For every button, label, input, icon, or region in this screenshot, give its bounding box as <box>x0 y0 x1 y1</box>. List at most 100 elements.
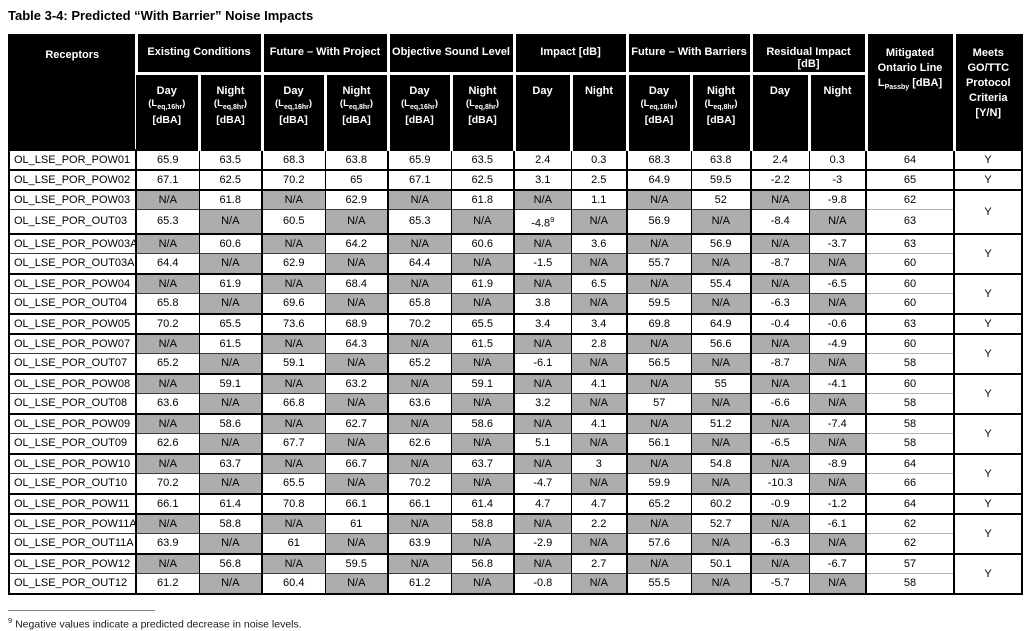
mitigated-line1: Mitigated <box>885 47 935 59</box>
night-label: Night <box>823 85 852 97</box>
col-subheader-night: Night <box>807 72 867 150</box>
value-cell: -6.3 <box>750 533 810 554</box>
value-cell: N/A <box>135 552 199 574</box>
night-label: Night <box>342 85 371 97</box>
value-cell: 3.4 <box>570 312 628 334</box>
value-cell: N/A <box>198 573 262 594</box>
header-row-subcolumns: Day (Leq,16hr) [dBA] Night (Leq,8hr) [dBA] Day… <box>9 72 1022 150</box>
col-subheader-day: Day (Leq,16hr) [dBA] <box>260 72 325 150</box>
value-cell: N/A <box>198 293 262 314</box>
night-label: Night <box>584 85 614 97</box>
value-cell: 68.3 <box>626 148 692 170</box>
mitigated-cell: 58 <box>865 573 955 594</box>
value-cell: N/A <box>626 372 692 394</box>
value-cell: 4.7 <box>513 492 572 514</box>
value-cell: N/A <box>513 452 572 474</box>
value-cell: N/A <box>513 552 572 574</box>
value-cell: -4.89 <box>513 208 572 234</box>
value-cell: N/A <box>626 332 692 354</box>
value-cell: -9.8 <box>808 188 867 210</box>
value-cell: 63.7 <box>450 452 515 474</box>
receptor-cell: OL_LSE_POR_OUT11A <box>8 533 136 554</box>
meets-cell: Y <box>953 168 1023 190</box>
value-cell: N/A <box>690 253 752 274</box>
value-cell: N/A <box>450 573 515 594</box>
meets-cell: Y <box>953 492 1023 514</box>
value-cell: -6.3 <box>750 293 810 314</box>
value-cell: 64.4 <box>387 253 451 274</box>
day-label: Day <box>283 85 304 97</box>
leq-prefix: (L <box>465 98 475 109</box>
value-cell: N/A <box>690 473 752 494</box>
meets-cell: Y <box>953 412 1023 454</box>
value-cell: 63.8 <box>690 148 752 170</box>
value-cell: N/A <box>690 573 752 594</box>
value-cell: N/A <box>570 353 628 374</box>
value-cell: 2.8 <box>570 332 628 354</box>
lpassby-prefix: L <box>877 77 885 89</box>
day-label: Day <box>532 85 553 97</box>
value-cell: 56.9 <box>690 232 752 254</box>
value-cell: N/A <box>450 253 515 274</box>
receptor-cell: OL_LSE_POR_POW01 <box>8 148 136 170</box>
dba-unit: [dBA] <box>342 113 371 126</box>
value-cell: N/A <box>387 512 451 534</box>
value-cell: N/A <box>626 552 692 574</box>
value-cell: 61.9 <box>450 272 515 294</box>
value-cell: N/A <box>750 452 810 474</box>
receptor-cell: OL_LSE_POR_OUT04 <box>8 293 136 314</box>
meets-cell: Y <box>953 372 1023 414</box>
value-cell: N/A <box>513 372 572 394</box>
meets-cell: Y <box>953 272 1023 314</box>
receptor-cell: OL_LSE_POR_POW05 <box>8 312 136 334</box>
value-cell: 63.6 <box>135 393 199 414</box>
value-cell: N/A <box>626 412 692 434</box>
value-cell: N/A <box>750 372 810 394</box>
value-cell: N/A <box>450 393 515 414</box>
mitigated-cell: 58 <box>865 433 955 454</box>
value-cell: N/A <box>570 573 628 594</box>
value-cell: N/A <box>198 533 262 554</box>
value-cell: N/A <box>750 412 810 434</box>
value-cell: N/A <box>387 452 451 474</box>
value-cell: 60.5 <box>261 208 325 234</box>
value-cell: N/A <box>808 533 867 554</box>
value-cell: 59.5 <box>690 168 752 190</box>
leq-prefix: (L <box>640 98 650 109</box>
table-row: OL_LSE_POR_POW05 70.2 65.5 73.6 68.9 70.2 65.5… <box>8 312 1023 334</box>
value-cell: 70.8 <box>261 492 325 514</box>
table-row: OL_LSE_POR_POW07 N/A 61.5 N/A 64.3 N/A 61.5 N/A… <box>8 332 1023 374</box>
value-cell: 64.3 <box>324 332 388 354</box>
value-cell: 63.2 <box>324 372 388 394</box>
value-cell: 66.7 <box>324 452 388 474</box>
value-cell: 66.1 <box>324 492 388 514</box>
mitigated-cell: 64 <box>865 492 955 514</box>
value-cell: N/A <box>198 433 262 454</box>
value-cell: 2.7 <box>570 552 628 574</box>
value-cell: 70.2 <box>135 312 199 334</box>
value-cell: -1.5 <box>513 253 572 274</box>
value-cell: 52 <box>690 188 752 210</box>
value-cell: N/A <box>198 253 262 274</box>
table-title: Table 3-4: Predicted “With Barrier” Nois… <box>8 8 314 23</box>
table-row: OL_LSE_POR_OUT07 65.2 N/A 59.1 N/A 65.2 N/A -6.… <box>8 353 1022 374</box>
value-cell: N/A <box>570 293 628 314</box>
dba-unit: [dBA] <box>279 113 308 126</box>
value-cell: 62.9 <box>261 253 325 274</box>
table-row: OL_LSE_POR_POW12 N/A 56.8 N/A 59.5 N/A 56.8 N/A… <box>8 552 1023 594</box>
value-cell: -2.9 <box>513 533 572 554</box>
value-cell: 60.4 <box>261 573 325 594</box>
meets-header-line: Criteria <box>969 92 1008 104</box>
value-cell: 65.9 <box>387 148 451 170</box>
value-cell: 62.5 <box>450 168 515 190</box>
value-cell: 70.2 <box>135 473 199 494</box>
meets-cell: Y <box>953 312 1023 334</box>
value-cell: N/A <box>626 512 692 534</box>
value-cell: 4.1 <box>570 372 628 394</box>
leq-notation: (Leq,16hr) <box>138 98 196 113</box>
value-cell: 67.1 <box>387 168 451 190</box>
value-cell: 65.3 <box>135 208 199 234</box>
footnote-divider <box>8 609 155 611</box>
leq-subscript: eq,8hr <box>713 103 735 111</box>
leq-notation: (Leq,8hr) <box>203 98 259 113</box>
